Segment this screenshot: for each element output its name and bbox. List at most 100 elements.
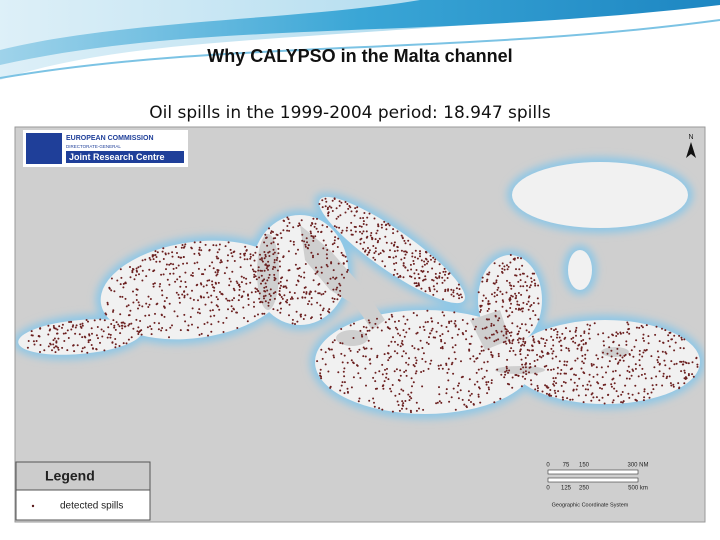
- spill-dot: [440, 340, 443, 343]
- spill-dot: [429, 254, 432, 257]
- spill-dot: [256, 288, 258, 291]
- spill-dot: [413, 347, 416, 350]
- spill-dot: [155, 256, 158, 258]
- swoosh: [0, 0, 720, 65]
- spill-dot: [509, 307, 512, 309]
- spill-dot: [572, 340, 575, 343]
- spill-dot: [352, 376, 355, 379]
- spill-dot: [664, 329, 667, 332]
- spill-dot: [633, 345, 636, 348]
- spill-dot: [545, 392, 548, 395]
- spill-dot: [344, 211, 347, 214]
- spill-dot: [394, 326, 397, 329]
- spill-dot: [424, 257, 427, 260]
- spill-dot: [372, 245, 375, 247]
- spill-dot: [452, 295, 455, 298]
- spill-dot: [316, 360, 319, 363]
- spill-dot: [430, 258, 432, 261]
- spill-dot: [528, 349, 531, 352]
- spill-dot: [575, 334, 577, 337]
- spill-dot: [627, 392, 630, 395]
- spill-dot: [173, 310, 176, 313]
- spill-dot: [612, 341, 615, 344]
- spill-dot: [407, 239, 410, 242]
- spill-dot: [670, 384, 673, 387]
- spill-dot: [87, 341, 90, 344]
- spill-dot: [628, 332, 631, 335]
- spill-dot: [332, 354, 335, 357]
- spill-dot: [100, 328, 103, 331]
- spill-dot: [628, 353, 631, 355]
- spill-dot: [316, 253, 319, 256]
- spill-dot: [559, 372, 562, 375]
- spill-dot: [553, 329, 555, 332]
- spill-dot: [176, 252, 178, 254]
- spill-dot: [114, 328, 117, 331]
- spill-dot: [517, 330, 520, 333]
- spill-dot: [596, 381, 599, 384]
- spill-dot: [444, 270, 447, 273]
- spill-dot: [487, 381, 490, 383]
- spill-dot: [263, 251, 266, 253]
- spill-dot: [298, 222, 301, 225]
- spill-dot: [485, 326, 488, 329]
- spill-dot: [491, 354, 494, 357]
- spill-dot: [604, 383, 607, 386]
- spill-dot: [438, 276, 441, 279]
- spill-dot: [317, 230, 320, 233]
- spill-dot: [477, 368, 480, 371]
- spill-dot: [276, 269, 279, 272]
- spill-dot: [129, 309, 132, 312]
- spill-dot: [433, 288, 436, 291]
- spill-dot: [356, 364, 358, 367]
- spill-dot: [339, 295, 342, 297]
- spill-dot: [374, 247, 377, 250]
- spill-dot: [198, 308, 201, 311]
- spill-dot: [279, 311, 282, 314]
- spill-dot: [666, 375, 669, 378]
- spill-dot: [502, 341, 505, 344]
- spill-dot: [210, 301, 213, 304]
- spill-dot: [327, 214, 330, 217]
- spill-dot: [95, 348, 98, 350]
- spill-dot: [556, 333, 559, 336]
- spill-dot: [447, 379, 450, 382]
- logo-centre: Joint Research Centre: [69, 152, 165, 162]
- spill-dot: [511, 322, 514, 325]
- spill-dot: [458, 288, 461, 290]
- spill-dot: [646, 392, 649, 395]
- spill-dot: [212, 267, 215, 270]
- spill-dot: [683, 382, 686, 385]
- spill-dot: [364, 355, 367, 358]
- spill-dot: [135, 269, 138, 272]
- spill-dot: [314, 272, 317, 275]
- spill-dot: [55, 340, 58, 343]
- spill-dot: [328, 205, 331, 208]
- spill-dot: [508, 331, 511, 334]
- spill-dot: [577, 394, 580, 397]
- spill-dot: [522, 337, 525, 340]
- legend-title: Legend: [45, 468, 95, 484]
- spill-dot: [448, 322, 451, 324]
- spill-dot: [588, 328, 591, 331]
- spill-dot: [603, 344, 605, 347]
- spill-dot: [172, 263, 175, 266]
- spill-dot: [642, 337, 645, 340]
- spill-dot: [607, 336, 610, 339]
- spill-dot: [356, 206, 359, 209]
- spill-dot: [564, 381, 567, 384]
- spill-dot: [165, 296, 168, 299]
- spill-dot: [582, 384, 584, 387]
- spill-dot: [377, 253, 380, 256]
- spill-dot: [519, 273, 522, 276]
- spill-dot: [514, 274, 517, 277]
- spill-dot: [538, 340, 541, 343]
- spill-dot: [550, 347, 553, 350]
- spill-dot: [192, 298, 195, 301]
- spill-dot: [168, 283, 171, 286]
- spill-dot: [259, 300, 262, 303]
- spill-dot: [362, 325, 365, 328]
- spill-dot: [450, 363, 453, 366]
- spill-dot: [184, 281, 187, 283]
- spill-dot: [334, 277, 337, 280]
